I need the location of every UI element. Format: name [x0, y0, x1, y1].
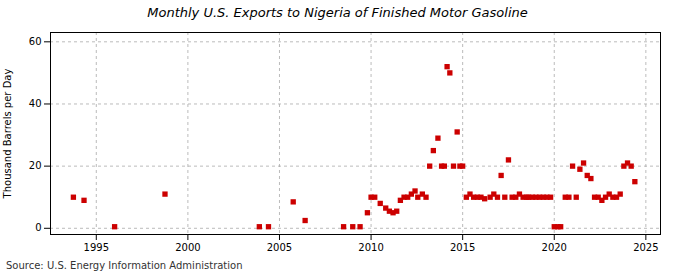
svg-text:Thousand Barrels per Day: Thousand Barrels per Day — [2, 69, 13, 200]
html-text:Source: U.S. Energy Informatio: Source: U.S. Energy Information Administ… — [6, 260, 243, 271]
svg-text:40: 40 — [29, 98, 42, 109]
svg-text:2005: 2005 — [267, 242, 292, 253]
svg-text:20: 20 — [29, 160, 42, 171]
svg-text:2025: 2025 — [633, 242, 658, 253]
svg-text:0: 0 — [35, 222, 41, 233]
svg-text:2010: 2010 — [358, 242, 383, 253]
html-text:Monthly U.S. Exports to Nigeri: Monthly U.S. Exports to Nigeria of Finis… — [147, 5, 528, 20]
svg-text:1995: 1995 — [84, 242, 109, 253]
svg-text:60: 60 — [29, 36, 42, 47]
svg-text:2000: 2000 — [175, 242, 200, 253]
svg-text:2015: 2015 — [450, 242, 475, 253]
svg-text:2020: 2020 — [542, 242, 567, 253]
